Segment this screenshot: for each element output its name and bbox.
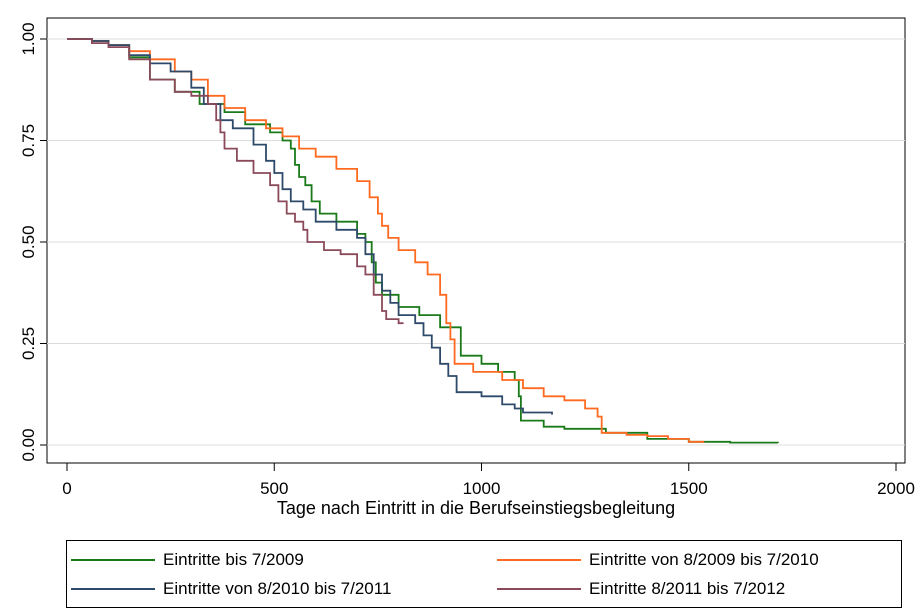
x-tick-label-2: 1000 bbox=[463, 479, 501, 498]
series-line-3 bbox=[67, 38, 553, 415]
y-tick-label-0: 0.00 bbox=[19, 428, 38, 461]
legend-swatch-4 bbox=[497, 588, 581, 590]
y-axis: 0.00 0.25 0.50 0.75 1.00 bbox=[19, 22, 47, 462]
legend-swatch-1 bbox=[71, 559, 155, 561]
chart: 0.00 0.25 0.50 0.75 1.00 0 500 1000 1500 2000 Ta… bbox=[19, 17, 915, 518]
legend-item-3: Eintritte von 8/2010 bis 7/2011 bbox=[71, 579, 391, 599]
legend-item-1: Eintritte bis 7/2009 bbox=[71, 550, 304, 570]
legend-item-2: Eintritte von 8/2009 bis 7/2010 bbox=[497, 550, 819, 570]
legend-label-1: Eintritte bis 7/2009 bbox=[163, 550, 304, 569]
x-tick-label-4: 2000 bbox=[877, 479, 915, 498]
x-axis: 0 500 1000 1500 2000 bbox=[62, 463, 915, 498]
y-tick-label-1: 0.25 bbox=[19, 327, 38, 360]
legend-label-2: Eintritte von 8/2009 bis 7/2010 bbox=[589, 550, 819, 569]
series-group bbox=[67, 38, 779, 444]
x-tick-label-0: 0 bbox=[62, 479, 71, 498]
series-line-4 bbox=[67, 38, 404, 325]
legend-swatch-3 bbox=[71, 588, 155, 590]
x-axis-label: Tage nach Eintritt in die Berufseinstieg… bbox=[277, 498, 675, 518]
y-tick-label-2: 0.50 bbox=[19, 225, 38, 258]
x-tick-label-3: 1500 bbox=[670, 479, 708, 498]
legend: Eintritte bis 7/2009 Eintritte von 8/200… bbox=[66, 540, 902, 608]
y-tick-label-4: 1.00 bbox=[19, 22, 38, 55]
legend-swatch-2 bbox=[497, 559, 581, 561]
x-tick-label-1: 500 bbox=[260, 479, 288, 498]
series-line-2 bbox=[67, 38, 705, 443]
legend-label-4: Eintritte 8/2011 bis 7/2012 bbox=[589, 579, 786, 598]
y-tick-label-3: 0.75 bbox=[19, 124, 38, 157]
legend-label-3: Eintritte von 8/2010 bis 7/2011 bbox=[163, 579, 392, 598]
legend-item-4: Eintritte 8/2011 bis 7/2012 bbox=[497, 579, 785, 599]
gridlines bbox=[47, 38, 905, 446]
